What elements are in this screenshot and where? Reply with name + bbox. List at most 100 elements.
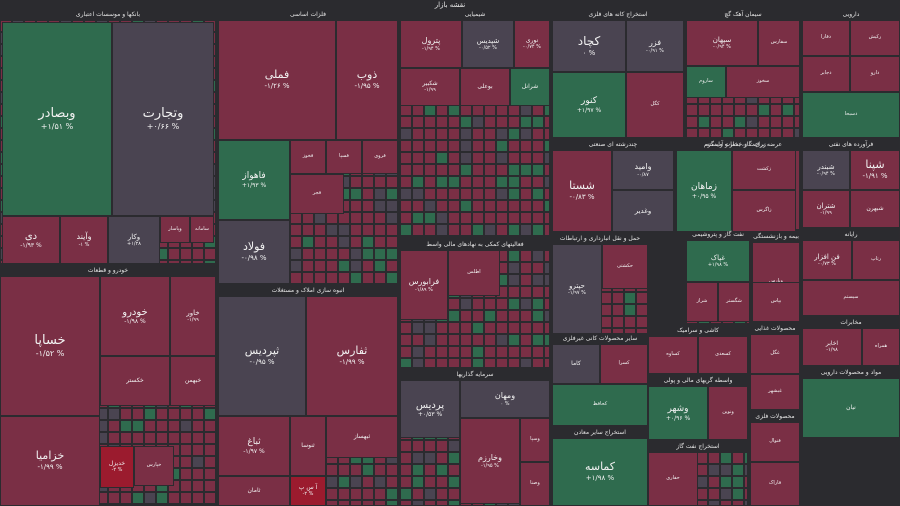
minor-stock-tile[interactable] — [770, 128, 782, 138]
minor-stock-tile[interactable] — [180, 260, 192, 264]
minor-stock-tile[interactable] — [374, 272, 386, 284]
minor-stock-tile[interactable] — [544, 358, 550, 368]
stock-tile[interactable]: زاگرس — [732, 190, 796, 232]
stock-tile[interactable]: خکستر — [100, 356, 170, 406]
minor-stock-tile[interactable] — [520, 334, 532, 346]
stock-tile[interactable]: ثامان — [218, 476, 290, 506]
minor-stock-tile[interactable] — [472, 358, 484, 368]
minor-stock-tile[interactable] — [624, 292, 636, 304]
minor-stock-tile[interactable] — [732, 452, 744, 464]
stock-tile[interactable]: کنور +۱/۹۷ % — [552, 72, 626, 138]
minor-stock-tile[interactable] — [362, 200, 374, 212]
minor-stock-tile[interactable] — [448, 188, 460, 200]
stock-tile[interactable]: فسپا — [326, 140, 362, 174]
minor-stock-tile[interactable] — [544, 212, 550, 224]
minor-stock-tile[interactable] — [350, 488, 362, 500]
minor-stock-tile[interactable] — [448, 500, 460, 506]
minor-stock-tile[interactable] — [532, 116, 544, 128]
minor-stock-tile[interactable] — [436, 346, 448, 358]
minor-stock-tile[interactable] — [484, 116, 496, 128]
minor-stock-tile[interactable] — [472, 298, 484, 310]
minor-stock-tile[interactable] — [350, 248, 362, 260]
minor-stock-tile[interactable] — [532, 310, 544, 322]
minor-stock-tile[interactable] — [436, 188, 448, 200]
minor-stock-tile[interactable] — [744, 488, 748, 500]
minor-stock-tile[interactable] — [460, 176, 472, 188]
minor-stock-tile[interactable] — [520, 250, 532, 262]
minor-stock-tile[interactable] — [386, 200, 398, 212]
stock-tile[interactable]: خساپا -۱/۵۲ % — [0, 276, 100, 416]
minor-stock-tile[interactable] — [448, 310, 460, 322]
stock-tile[interactable]: شرانل — [510, 68, 550, 106]
minor-stock-tile[interactable] — [108, 408, 120, 420]
minor-stock-tile[interactable] — [400, 200, 412, 212]
minor-stock-tile[interactable] — [544, 322, 550, 334]
minor-stock-tile[interactable] — [436, 140, 448, 152]
minor-stock-tile[interactable] — [400, 140, 412, 152]
minor-stock-tile[interactable] — [484, 164, 496, 176]
minor-stock-tile[interactable] — [314, 236, 326, 248]
minor-stock-tile[interactable] — [290, 260, 302, 272]
minor-stock-tile[interactable] — [520, 200, 532, 212]
minor-stock-tile[interactable] — [436, 212, 448, 224]
minor-stock-tile[interactable] — [314, 272, 326, 284]
stock-tile[interactable]: حکشتی — [602, 244, 648, 289]
minor-stock-tile[interactable] — [436, 464, 448, 476]
minor-stock-tile[interactable] — [302, 236, 314, 248]
minor-stock-tile[interactable] — [460, 128, 472, 140]
minor-stock-tile[interactable] — [350, 476, 362, 488]
stock-tile[interactable]: وآیند -۱ % — [60, 216, 108, 264]
minor-stock-tile[interactable] — [708, 464, 720, 476]
minor-stock-tile[interactable] — [508, 128, 520, 140]
minor-stock-tile[interactable] — [508, 310, 520, 322]
minor-stock-tile[interactable] — [508, 322, 520, 334]
minor-stock-tile[interactable] — [484, 176, 496, 188]
minor-stock-tile[interactable] — [508, 212, 520, 224]
minor-stock-tile[interactable] — [120, 492, 132, 504]
minor-stock-tile[interactable] — [314, 260, 326, 272]
stock-tile[interactable]: فزر -۰/۹۱ % — [626, 20, 684, 72]
stock-tile[interactable]: شستا -۰/۸۳ % — [552, 150, 612, 232]
minor-stock-tile[interactable] — [496, 358, 508, 368]
minor-stock-tile[interactable] — [144, 420, 156, 432]
minor-stock-tile[interactable] — [520, 140, 532, 152]
stock-tile[interactable]: سپهان -۰/۹۴ % — [686, 20, 758, 66]
minor-stock-tile[interactable] — [192, 432, 204, 444]
minor-stock-tile[interactable] — [180, 432, 192, 444]
minor-stock-tile[interactable] — [448, 476, 460, 488]
minor-stock-tile[interactable] — [436, 200, 448, 212]
minor-stock-tile[interactable] — [192, 468, 204, 480]
minor-stock-tile[interactable] — [180, 492, 192, 504]
stock-tile[interactable]: کسعدی — [698, 336, 748, 374]
minor-stock-tile[interactable] — [436, 476, 448, 488]
minor-stock-tile[interactable] — [448, 200, 460, 212]
stock-tile[interactable]: سفارس — [758, 20, 800, 66]
minor-stock-tile[interactable] — [448, 452, 460, 464]
minor-stock-tile[interactable] — [204, 260, 216, 264]
minor-stock-tile[interactable] — [386, 272, 398, 284]
stock-tile[interactable]: نوری -۰/۷۴ % — [514, 20, 550, 68]
minor-stock-tile[interactable] — [302, 260, 314, 272]
minor-stock-tile[interactable] — [612, 292, 624, 304]
minor-stock-tile[interactable] — [436, 152, 448, 164]
stock-tile[interactable]: غبشهر — [750, 374, 800, 410]
minor-stock-tile[interactable] — [544, 188, 550, 200]
minor-stock-tile[interactable] — [412, 128, 424, 140]
minor-stock-tile[interactable] — [362, 212, 374, 224]
minor-stock-tile[interactable] — [412, 464, 424, 476]
minor-stock-tile[interactable] — [520, 286, 532, 298]
minor-stock-tile[interactable] — [424, 116, 436, 128]
minor-stock-tile[interactable] — [532, 164, 544, 176]
minor-stock-tile[interactable] — [386, 176, 398, 188]
minor-stock-tile[interactable] — [484, 128, 496, 140]
stock-tile[interactable]: نیان — [802, 378, 900, 438]
minor-stock-tile[interactable] — [436, 224, 448, 236]
minor-stock-tile[interactable] — [448, 140, 460, 152]
stock-tile[interactable]: پردیس +۰/۵۳ % — [400, 380, 460, 438]
minor-stock-tile[interactable] — [508, 298, 520, 310]
minor-stock-tile[interactable] — [412, 440, 424, 452]
minor-stock-tile[interactable] — [732, 500, 744, 506]
stock-tile[interactable]: فنوال — [750, 422, 800, 462]
minor-stock-tile[interactable] — [326, 248, 338, 260]
minor-stock-tile[interactable] — [374, 248, 386, 260]
